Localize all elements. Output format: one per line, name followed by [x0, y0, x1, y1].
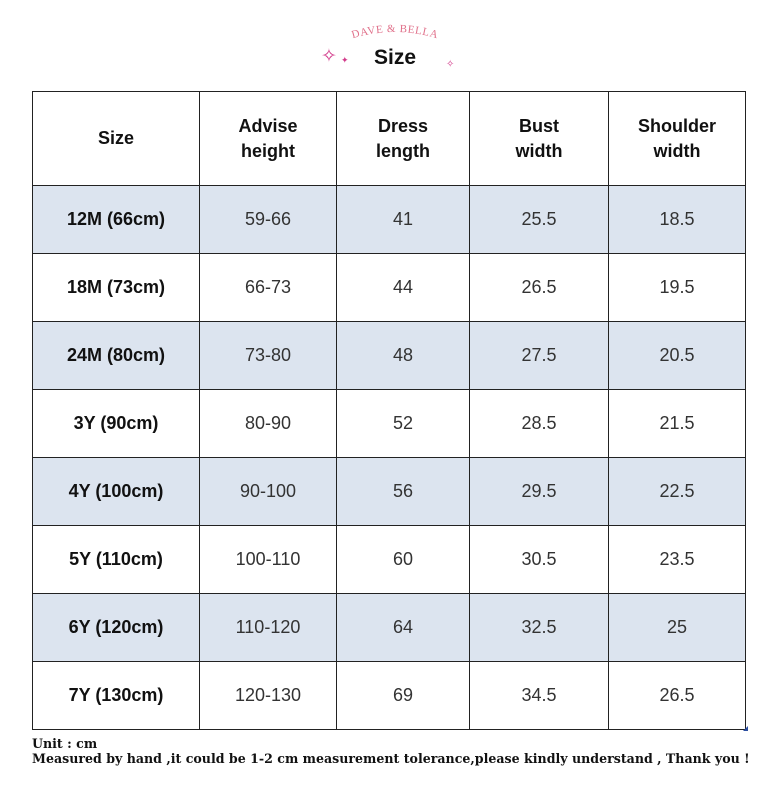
sparkle-right-icon: ✧ — [446, 59, 455, 70]
shoulder-width-cell: 19.5 — [608, 253, 746, 322]
header-advise-height: Advise height — [199, 91, 337, 186]
page-title: Size — [373, 46, 417, 69]
table-row: 3Y (90cm) 80-90 52 28.5 21.5 — [32, 389, 746, 458]
shoulder-width-cell: 20.5 — [608, 321, 746, 390]
advise-height-cell: 80-90 — [199, 389, 337, 458]
advise-height-cell: 120-130 — [199, 661, 337, 730]
sparkle-small-icon: ✦ — [341, 55, 349, 65]
table-row: 18M (73cm) 66-73 44 26.5 19.5 — [32, 253, 746, 322]
notes: Unit : cm Measured by hand ,it could be … — [32, 736, 750, 766]
size-cell: 24M (80cm) — [32, 321, 200, 390]
bust-width-cell: 34.5 — [469, 661, 609, 730]
measurement-disclaimer: Measured by hand ,it could be 1-2 cm mea… — [32, 751, 750, 766]
size-cell: 3Y (90cm) — [32, 389, 200, 458]
header: DAVE & BELLA ✧ ✦ Size ✧ — [0, 0, 778, 90]
size-chart-table: Size Advise height Dress length Bust wid… — [32, 91, 746, 730]
dress-length-cell: 64 — [336, 593, 470, 662]
advise-height-cell: 100-110 — [199, 525, 337, 594]
header-size: Size — [32, 91, 200, 186]
sparkle-icon: ✧ — [321, 46, 337, 67]
brand-text: DAVE & BELLA — [350, 23, 439, 41]
table-header-row: Size Advise height Dress length Bust wid… — [32, 91, 746, 186]
table-row: 24M (80cm) 73-80 48 27.5 20.5 — [32, 321, 746, 390]
header-dress-length: Dress length — [336, 91, 470, 186]
advise-height-cell: 110-120 — [199, 593, 337, 662]
shoulder-width-cell: 18.5 — [608, 185, 746, 254]
dress-length-cell: 60 — [336, 525, 470, 594]
size-cell: 6Y (120cm) — [32, 593, 200, 662]
bust-width-cell: 32.5 — [469, 593, 609, 662]
brand-logo: DAVE & BELLA — [340, 20, 450, 46]
header-bust-width: Bust width — [469, 91, 609, 186]
size-cell: 7Y (130cm) — [32, 661, 200, 730]
advise-height-cell: 59-66 — [199, 185, 337, 254]
size-cell: 12M (66cm) — [32, 185, 200, 254]
bust-width-cell: 28.5 — [469, 389, 609, 458]
header-shoulder-width: Shoulder width — [608, 91, 746, 186]
bust-width-cell: 25.5 — [469, 185, 609, 254]
advise-height-cell: 66-73 — [199, 253, 337, 322]
table-row: 4Y (100cm) 90-100 56 29.5 22.5 — [32, 457, 746, 526]
table-row: 12M (66cm) 59-66 41 25.5 18.5 — [32, 185, 746, 254]
table-row: 6Y (120cm) 110-120 64 32.5 25 — [32, 593, 746, 662]
unit-note: Unit : cm — [32, 736, 98, 751]
dress-length-cell: 48 — [336, 321, 470, 390]
advise-height-cell: 73-80 — [199, 321, 337, 390]
shoulder-width-cell: 22.5 — [608, 457, 746, 526]
bust-width-cell: 26.5 — [469, 253, 609, 322]
shoulder-width-cell: 25 — [608, 593, 746, 662]
size-cell: 4Y (100cm) — [32, 457, 200, 526]
dress-length-cell: 69 — [336, 661, 470, 730]
size-cell: 5Y (110cm) — [32, 525, 200, 594]
shoulder-width-cell: 21.5 — [608, 389, 746, 458]
dress-length-cell: 52 — [336, 389, 470, 458]
size-cell: 18M (73cm) — [32, 253, 200, 322]
table-row: 5Y (110cm) 100-110 60 30.5 23.5 — [32, 525, 746, 594]
dress-length-cell: 41 — [336, 185, 470, 254]
bust-width-cell: 29.5 — [469, 457, 609, 526]
bust-width-cell: 30.5 — [469, 525, 609, 594]
corner-marker — [743, 726, 748, 731]
table-row: 7Y (130cm) 120-130 69 34.5 26.5 — [32, 661, 746, 730]
shoulder-width-cell: 23.5 — [608, 525, 746, 594]
dress-length-cell: 44 — [336, 253, 470, 322]
shoulder-width-cell: 26.5 — [608, 661, 746, 730]
advise-height-cell: 90-100 — [199, 457, 337, 526]
bust-width-cell: 27.5 — [469, 321, 609, 390]
dress-length-cell: 56 — [336, 457, 470, 526]
